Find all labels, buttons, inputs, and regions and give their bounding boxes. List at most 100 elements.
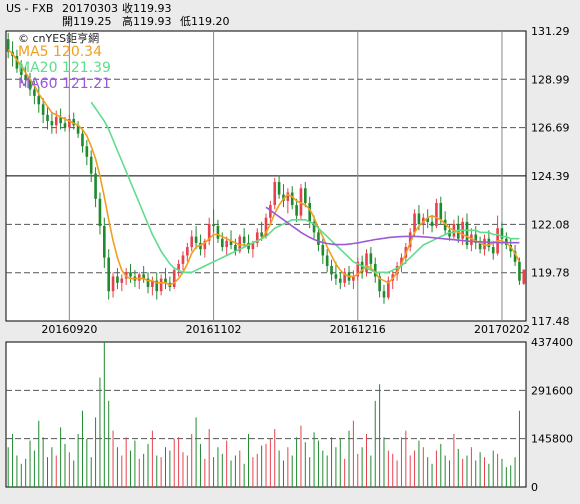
candle-body xyxy=(247,242,250,250)
candle-body xyxy=(142,274,145,279)
candle-body xyxy=(456,223,460,239)
candle-body xyxy=(107,257,110,292)
quote-header: US - FXB 20170303 收119.93 開119.25 高119.9… xyxy=(6,1,230,28)
candle-body xyxy=(343,272,346,283)
candle-body xyxy=(465,221,469,245)
moving-average-lines xyxy=(7,49,521,286)
candle-body xyxy=(28,79,32,90)
candle-body xyxy=(264,217,268,237)
candle-body xyxy=(41,104,45,115)
candle-body xyxy=(273,181,277,206)
price-x-axis: 20160920 20161102 20161216 20170202 xyxy=(41,323,530,336)
candle-body xyxy=(33,89,36,96)
candle-body xyxy=(325,255,329,266)
candle-body xyxy=(255,232,259,243)
candle-body xyxy=(478,242,482,250)
candle-body xyxy=(426,217,429,222)
date-label: 20170303 xyxy=(62,2,118,15)
candle-body xyxy=(417,213,421,224)
candle-body xyxy=(59,116,62,124)
candle-body xyxy=(491,247,495,254)
candle-body xyxy=(400,257,403,266)
candle-body xyxy=(72,118,76,126)
low-label: 低119.20 xyxy=(180,15,230,28)
candle-body xyxy=(269,205,272,218)
candle-body xyxy=(216,226,220,239)
watermark: © cnYES鉅亨網 xyxy=(18,31,99,45)
volume-grid xyxy=(6,389,526,440)
candle-body xyxy=(360,261,364,273)
candle-body xyxy=(186,247,189,256)
ma60-line xyxy=(265,206,520,246)
legend-ma20: MA20 121.39 xyxy=(18,60,111,76)
candle-body xyxy=(251,242,255,250)
candle-body xyxy=(46,114,49,122)
candle-body xyxy=(103,226,106,258)
candle-body xyxy=(518,261,521,281)
price-tick-label: 126.69 xyxy=(531,122,570,135)
candle-body xyxy=(50,121,54,126)
candle-body xyxy=(24,74,27,80)
volume-tick-label: 0 xyxy=(531,481,538,494)
candle-body xyxy=(220,238,224,248)
candle-body xyxy=(238,236,242,252)
candle-body xyxy=(85,146,89,157)
candle-body xyxy=(129,272,132,277)
candle-body xyxy=(439,202,443,220)
legend-ma5: MA5 120.34 xyxy=(18,44,102,60)
candle-body xyxy=(212,223,215,227)
price-tick-label: 131.29 xyxy=(531,25,570,38)
candle-body xyxy=(474,234,478,243)
candle-body xyxy=(207,223,211,241)
candle-body xyxy=(68,118,71,128)
candle-body xyxy=(356,261,360,277)
candle-body xyxy=(116,276,119,283)
candle-body xyxy=(194,236,198,243)
candle-body xyxy=(408,232,412,248)
price-tick-label: 128.99 xyxy=(531,73,570,86)
price-tick-label: 124.39 xyxy=(531,170,570,183)
candle-body xyxy=(277,181,281,195)
candle-body xyxy=(190,236,194,248)
candle-body xyxy=(338,278,342,283)
candle-body xyxy=(290,192,294,206)
candle-body xyxy=(151,280,154,287)
candle-body xyxy=(164,278,167,283)
candle-body xyxy=(378,276,381,292)
candle-body xyxy=(413,213,416,233)
candle-body xyxy=(146,278,150,287)
candle-body xyxy=(199,242,202,250)
candle-body xyxy=(448,230,451,237)
candle-body xyxy=(369,253,373,264)
candle-body xyxy=(120,278,124,283)
volume-y-axis: 437400 291600 145800 0 xyxy=(531,336,573,494)
volume-tick-label: 291600 xyxy=(531,384,573,397)
volume-bars xyxy=(7,342,520,487)
candle-body xyxy=(387,280,390,298)
candle-body xyxy=(500,228,504,239)
candle-body xyxy=(19,68,23,75)
candle-body xyxy=(430,221,434,227)
close-label: 收119.93 xyxy=(122,1,172,15)
candle-body xyxy=(382,291,386,298)
candle-body xyxy=(286,192,290,201)
candle-body xyxy=(137,274,141,281)
candlestick-series xyxy=(6,32,526,304)
candle-body xyxy=(81,133,84,147)
candle-body xyxy=(203,240,207,250)
candle-body xyxy=(76,125,80,134)
candle-body xyxy=(395,265,399,275)
candle-body xyxy=(181,255,185,264)
candle-body xyxy=(483,238,486,250)
price-y-axis: 131.29 128.99 126.69 124.39 122.08 119.78 117.… xyxy=(531,25,570,328)
candle-body xyxy=(308,202,312,222)
ma5-line xyxy=(7,49,521,286)
candle-body xyxy=(295,205,298,216)
open-label: 開119.25 xyxy=(62,15,112,28)
candle-body xyxy=(229,240,233,245)
high-label: 高119.93 xyxy=(122,14,172,28)
candle-body xyxy=(330,265,333,275)
date-tick-label: 20161102 xyxy=(186,323,242,336)
candle-body xyxy=(435,202,438,227)
